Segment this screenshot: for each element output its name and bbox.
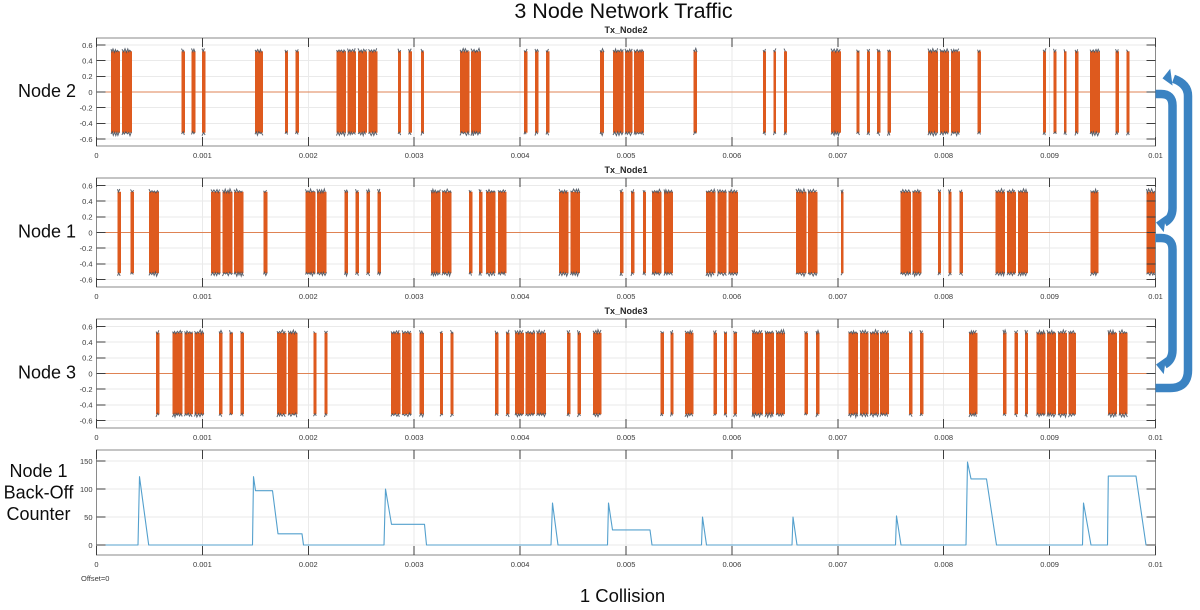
svg-text:0.4: 0.4 bbox=[82, 197, 92, 206]
svg-text:0.009: 0.009 bbox=[1040, 292, 1059, 301]
svg-text:-0.2: -0.2 bbox=[80, 104, 93, 113]
svg-text:0.002: 0.002 bbox=[299, 151, 318, 160]
svg-text:-0.4: -0.4 bbox=[80, 260, 93, 269]
svg-text:Tx_Node3: Tx_Node3 bbox=[604, 306, 647, 316]
svg-text:-0.4: -0.4 bbox=[80, 119, 93, 128]
svg-text:Tx_Node1: Tx_Node1 bbox=[604, 165, 647, 175]
svg-text:0.007: 0.007 bbox=[828, 151, 847, 160]
svg-text:0.002: 0.002 bbox=[299, 292, 318, 301]
svg-text:0.005: 0.005 bbox=[617, 151, 636, 160]
svg-text:-0.6: -0.6 bbox=[80, 275, 93, 284]
svg-text:0.003: 0.003 bbox=[405, 560, 424, 569]
svg-text:0.001: 0.001 bbox=[193, 560, 212, 569]
svg-text:1 Collision: 1 Collision bbox=[580, 585, 665, 606]
svg-text:0.6: 0.6 bbox=[82, 41, 92, 50]
svg-text:0.009: 0.009 bbox=[1040, 151, 1059, 160]
svg-text:0: 0 bbox=[94, 560, 98, 569]
svg-text:-0.4: -0.4 bbox=[80, 401, 93, 410]
svg-text:0: 0 bbox=[88, 369, 92, 378]
svg-text:0.003: 0.003 bbox=[405, 151, 424, 160]
svg-text:0: 0 bbox=[88, 228, 92, 237]
svg-text:0.2: 0.2 bbox=[82, 72, 92, 81]
svg-text:Tx_Node2: Tx_Node2 bbox=[604, 25, 647, 35]
svg-text:0.006: 0.006 bbox=[723, 151, 742, 160]
svg-text:0: 0 bbox=[88, 541, 92, 550]
svg-text:3 Node Network Traffic: 3 Node Network Traffic bbox=[514, 0, 733, 23]
svg-text:0.6: 0.6 bbox=[82, 181, 92, 190]
svg-text:0.01: 0.01 bbox=[1148, 560, 1163, 569]
svg-text:0.01: 0.01 bbox=[1148, 433, 1163, 442]
svg-text:0.007: 0.007 bbox=[828, 433, 847, 442]
svg-text:0.007: 0.007 bbox=[828, 292, 847, 301]
svg-text:100: 100 bbox=[80, 485, 93, 494]
svg-text:-0.2: -0.2 bbox=[80, 385, 93, 394]
svg-text:0.004: 0.004 bbox=[511, 151, 530, 160]
svg-text:0: 0 bbox=[94, 292, 98, 301]
svg-text:0.2: 0.2 bbox=[82, 213, 92, 222]
svg-text:0.01: 0.01 bbox=[1148, 151, 1163, 160]
svg-text:0.001: 0.001 bbox=[193, 151, 212, 160]
svg-text:Back-Off: Back-Off bbox=[4, 483, 75, 503]
svg-text:Node 1: Node 1 bbox=[9, 461, 67, 481]
svg-text:0.001: 0.001 bbox=[193, 292, 212, 301]
svg-text:-0.2: -0.2 bbox=[80, 244, 93, 253]
svg-text:0.004: 0.004 bbox=[511, 560, 530, 569]
svg-text:0.6: 0.6 bbox=[82, 322, 92, 331]
svg-text:0.004: 0.004 bbox=[511, 433, 530, 442]
svg-text:0.005: 0.005 bbox=[617, 292, 636, 301]
svg-text:0.003: 0.003 bbox=[405, 292, 424, 301]
svg-text:0.005: 0.005 bbox=[617, 433, 636, 442]
svg-text:-0.6: -0.6 bbox=[80, 416, 93, 425]
svg-text:Counter: Counter bbox=[6, 504, 70, 524]
svg-text:0.009: 0.009 bbox=[1040, 433, 1059, 442]
svg-text:0.01: 0.01 bbox=[1148, 292, 1163, 301]
svg-text:0.004: 0.004 bbox=[511, 292, 530, 301]
svg-text:Node 2: Node 2 bbox=[18, 81, 76, 101]
svg-text:50: 50 bbox=[84, 513, 92, 522]
svg-text:150: 150 bbox=[80, 457, 93, 466]
svg-text:0: 0 bbox=[94, 433, 98, 442]
svg-text:Offset=0: Offset=0 bbox=[81, 574, 109, 583]
svg-text:0.009: 0.009 bbox=[1040, 560, 1059, 569]
svg-text:0.4: 0.4 bbox=[82, 57, 92, 66]
svg-text:0.008: 0.008 bbox=[934, 292, 953, 301]
svg-text:0.001: 0.001 bbox=[193, 433, 212, 442]
svg-text:-0.6: -0.6 bbox=[80, 135, 93, 144]
svg-text:0.008: 0.008 bbox=[934, 560, 953, 569]
svg-text:0.008: 0.008 bbox=[934, 433, 953, 442]
svg-text:0.005: 0.005 bbox=[617, 560, 636, 569]
svg-text:Node 1: Node 1 bbox=[18, 222, 76, 242]
svg-text:0.2: 0.2 bbox=[82, 354, 92, 363]
svg-text:Node 3: Node 3 bbox=[18, 363, 76, 383]
svg-text:0.002: 0.002 bbox=[299, 560, 318, 569]
svg-text:0.4: 0.4 bbox=[82, 338, 92, 347]
svg-text:0.006: 0.006 bbox=[723, 560, 742, 569]
svg-text:0.002: 0.002 bbox=[299, 433, 318, 442]
svg-text:0: 0 bbox=[94, 151, 98, 160]
svg-text:0.008: 0.008 bbox=[934, 151, 953, 160]
svg-text:0: 0 bbox=[88, 88, 92, 97]
svg-text:0.003: 0.003 bbox=[405, 433, 424, 442]
svg-text:0.007: 0.007 bbox=[828, 560, 847, 569]
svg-text:0.006: 0.006 bbox=[723, 433, 742, 442]
svg-text:0.006: 0.006 bbox=[723, 292, 742, 301]
